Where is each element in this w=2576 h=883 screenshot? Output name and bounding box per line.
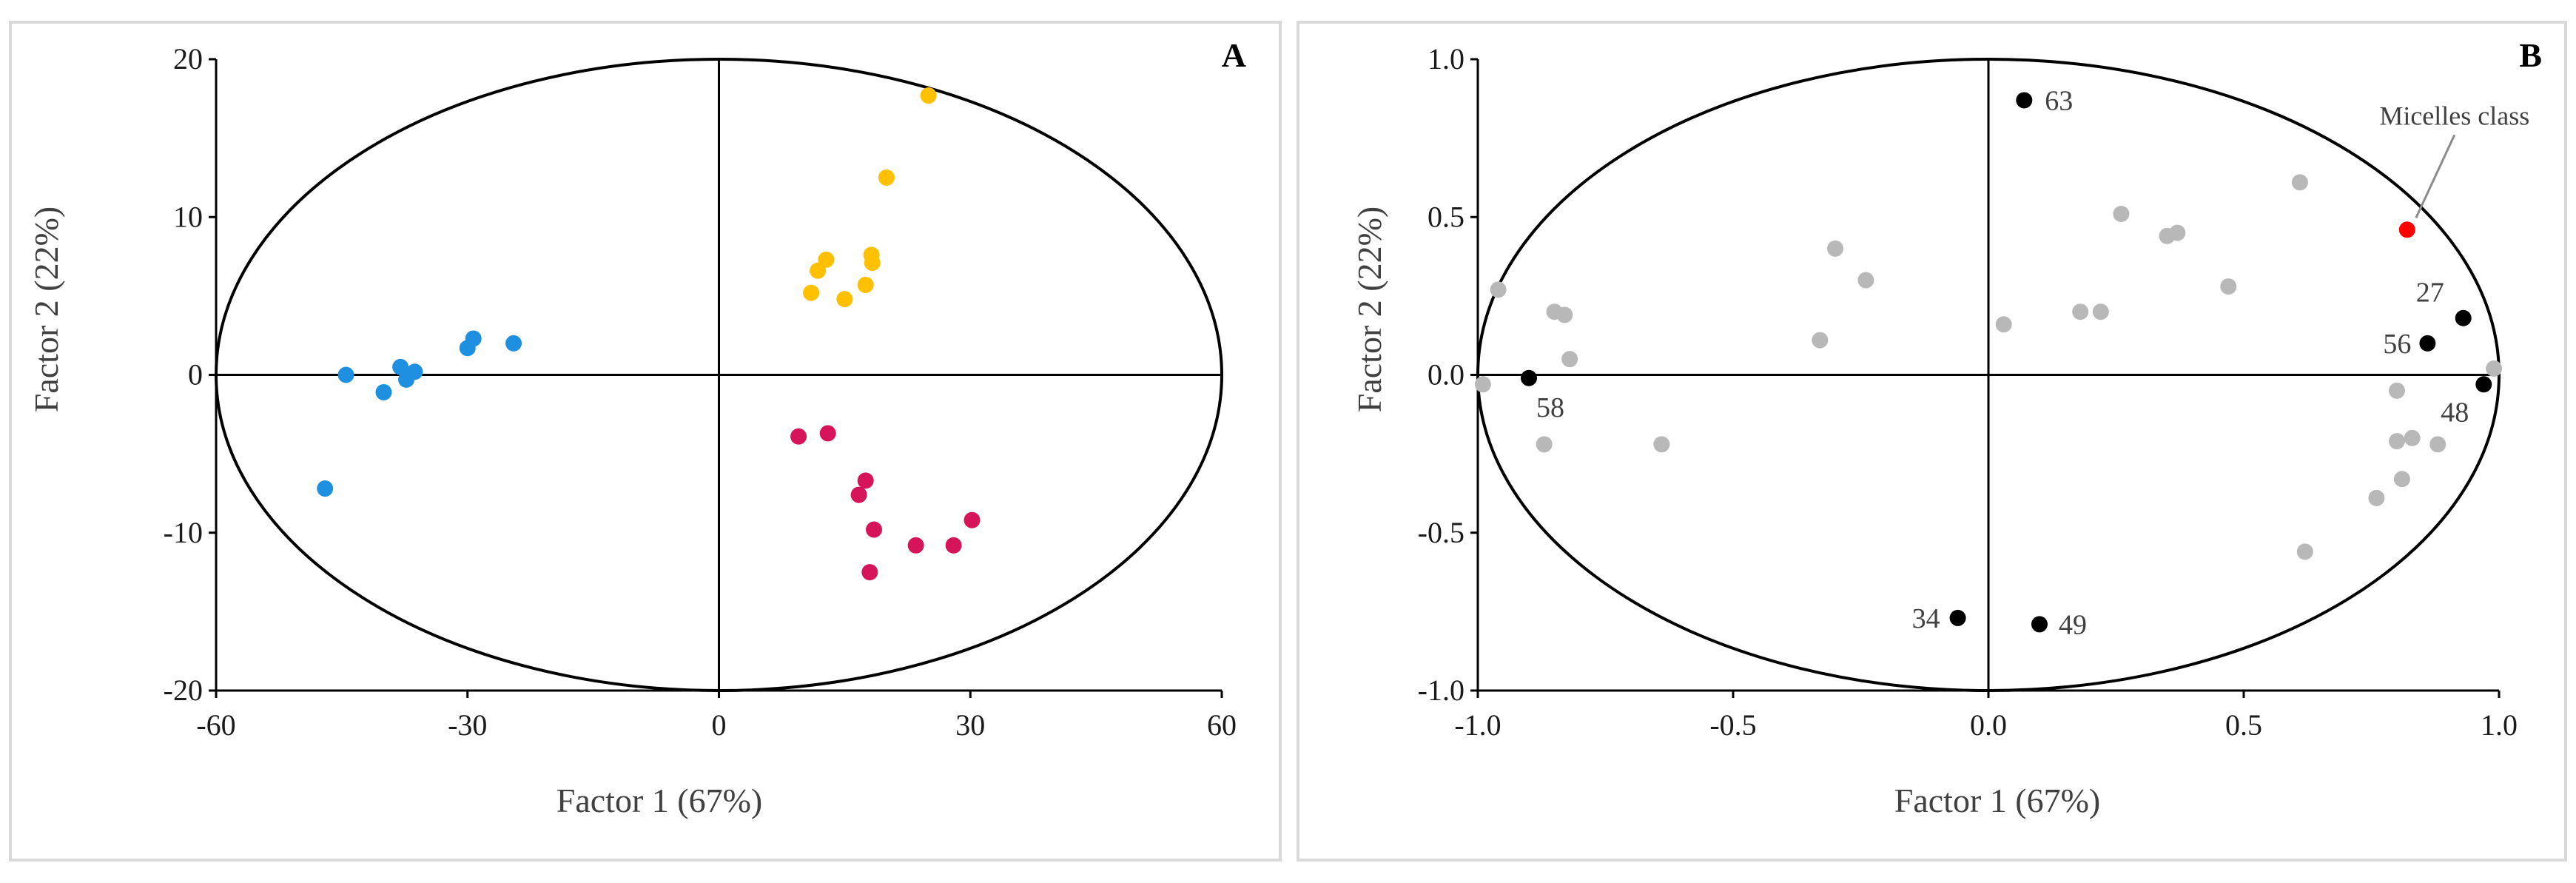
plot-area: 20 10 0 -10 -20-60 -30 0 30 60: [164, 42, 1237, 742]
yellow-group-point: [857, 276, 874, 293]
variables-point: [2296, 543, 2313, 560]
variables-point: [2169, 224, 2186, 241]
x-tick-label: -30: [448, 708, 487, 742]
yellow-group-point: [920, 87, 937, 104]
x-tick-label: 0: [712, 708, 727, 742]
yellow-group-point: [864, 255, 881, 272]
x-tick-label: 0.5: [2225, 708, 2262, 742]
y-tick-label: 0.0: [1427, 358, 1464, 392]
labelled-variables-point: [2455, 309, 2472, 326]
point-label-49: 49: [2059, 609, 2087, 640]
magenta-group-point: [819, 425, 836, 442]
x-tick-label: 60: [1207, 708, 1237, 742]
variables-point: [1812, 332, 1829, 349]
y-tick-label: -1.0: [1418, 674, 1464, 707]
blue-group-point: [465, 330, 482, 347]
variables-point: [1827, 240, 1843, 257]
y-axis-label: Factor 2 (22%): [1351, 207, 1388, 412]
variables-point: [2389, 382, 2405, 399]
x-tick-label: 1.0: [2481, 708, 2518, 742]
magenta-group-point: [850, 486, 867, 503]
y-tick-label: 0: [188, 358, 203, 392]
magenta-group-point: [861, 564, 878, 581]
x-axis-label: Factor 1 (67%): [556, 782, 762, 819]
micelles-class-point: [2398, 221, 2415, 238]
x-axis-label: Factor 1 (67%): [1894, 782, 2100, 819]
yellow-group-point: [878, 169, 895, 186]
y-tick-label: -20: [164, 674, 203, 707]
magenta-group-point: [790, 428, 807, 445]
yellow-group-point: [818, 251, 835, 268]
labelled-variables-point: [1949, 609, 1966, 626]
magenta-group-point: [945, 537, 962, 554]
variables-point: [2220, 278, 2237, 295]
x-tick-label: -0.5: [1709, 708, 1756, 742]
variables-point: [2404, 429, 2421, 446]
point-label-56: 56: [2383, 329, 2411, 360]
panel-a-score-plot: 20 10 0 -10 -20 -60 -30 0 30 60 A Factor 1 (67%) …: [9, 21, 1282, 862]
y-tick-label: 10: [173, 200, 203, 233]
labelled-variables-point: [1521, 369, 1537, 386]
variables-point: [1653, 436, 1670, 453]
variables-point: [1490, 281, 1507, 298]
variables-point: [2429, 436, 2446, 453]
variables-point: [2389, 433, 2405, 450]
y-tick-label: 0.5: [1427, 200, 1464, 233]
blue-group-point: [317, 480, 334, 497]
variables-point: [2072, 303, 2089, 320]
magenta-group-point: [964, 511, 981, 528]
labelled-variables-point: [2475, 376, 2492, 393]
point-label-58: 58: [1536, 392, 1564, 423]
variables-point: [1857, 272, 1874, 289]
variables-point: [2291, 174, 2308, 191]
labelled-variables-point: [2419, 335, 2436, 352]
x-tick-label: 30: [955, 708, 985, 742]
blue-group-point: [375, 383, 392, 400]
variables-point: [2393, 471, 2410, 488]
y-tick-label: 20: [173, 42, 203, 75]
panel-b-loading-plot: 1.0 0.5 0.0 -0.5 -1.0 -1.0 -0.5 0.0 0.5 1.0 63 27 56…: [1297, 21, 2567, 862]
y-tick-label: 1.0: [1427, 42, 1464, 75]
annotation-leader-line: [2415, 134, 2456, 218]
blue-group-point: [392, 358, 409, 375]
variables-point: [1556, 306, 1573, 323]
variables-point: [1536, 436, 1553, 453]
yellow-group-point: [803, 284, 820, 301]
variables-point: [2092, 303, 2109, 320]
y-tick-label: -10: [164, 516, 203, 549]
point-label-27: 27: [2416, 278, 2444, 309]
variables-point: [1474, 376, 1491, 393]
yellow-group-point: [836, 291, 853, 308]
magenta-group-point: [857, 472, 874, 489]
variables-point: [1561, 351, 1578, 368]
x-tick-label: -1.0: [1454, 708, 1501, 742]
point-label-34: 34: [1912, 603, 1940, 634]
x-tick-label: -60: [196, 708, 235, 742]
variables-point: [2486, 360, 2503, 377]
variables-point: [2113, 205, 2130, 222]
variables-point: [1995, 316, 2012, 333]
magenta-group-point: [866, 521, 883, 538]
magenta-group-point: [907, 537, 924, 554]
blue-group-point: [505, 335, 522, 352]
yellow-group-point: [810, 262, 827, 279]
panel-label: A: [1222, 36, 1246, 74]
x-tick-label: 0.0: [1970, 708, 2007, 742]
point-label-48: 48: [2441, 397, 2469, 428]
point-label-63: 63: [2045, 85, 2073, 116]
labelled-variables-point: [2016, 92, 2033, 109]
plot-area: 1.0 0.5 0.0 -0.5 -1.0-1.0 -0.5 0.0 0.5 1.0 63 2756…: [1418, 42, 2530, 742]
labelled-variables-point: [2031, 616, 2048, 633]
y-axis-label: Factor 2 (22%): [27, 207, 65, 412]
blue-group-point: [406, 363, 423, 380]
blue-group-point: [337, 366, 354, 383]
y-tick-label: -0.5: [1418, 516, 1464, 549]
loading-plot-svg: 1.0 0.5 0.0 -0.5 -1.0-1.0 -0.5 0.0 0.5 1.0 63 2756…: [1351, 36, 2542, 819]
variables-point: [2368, 489, 2385, 506]
panel-label: B: [2519, 36, 2542, 74]
micelles-class-annotation: Micelles class: [2379, 101, 2529, 130]
